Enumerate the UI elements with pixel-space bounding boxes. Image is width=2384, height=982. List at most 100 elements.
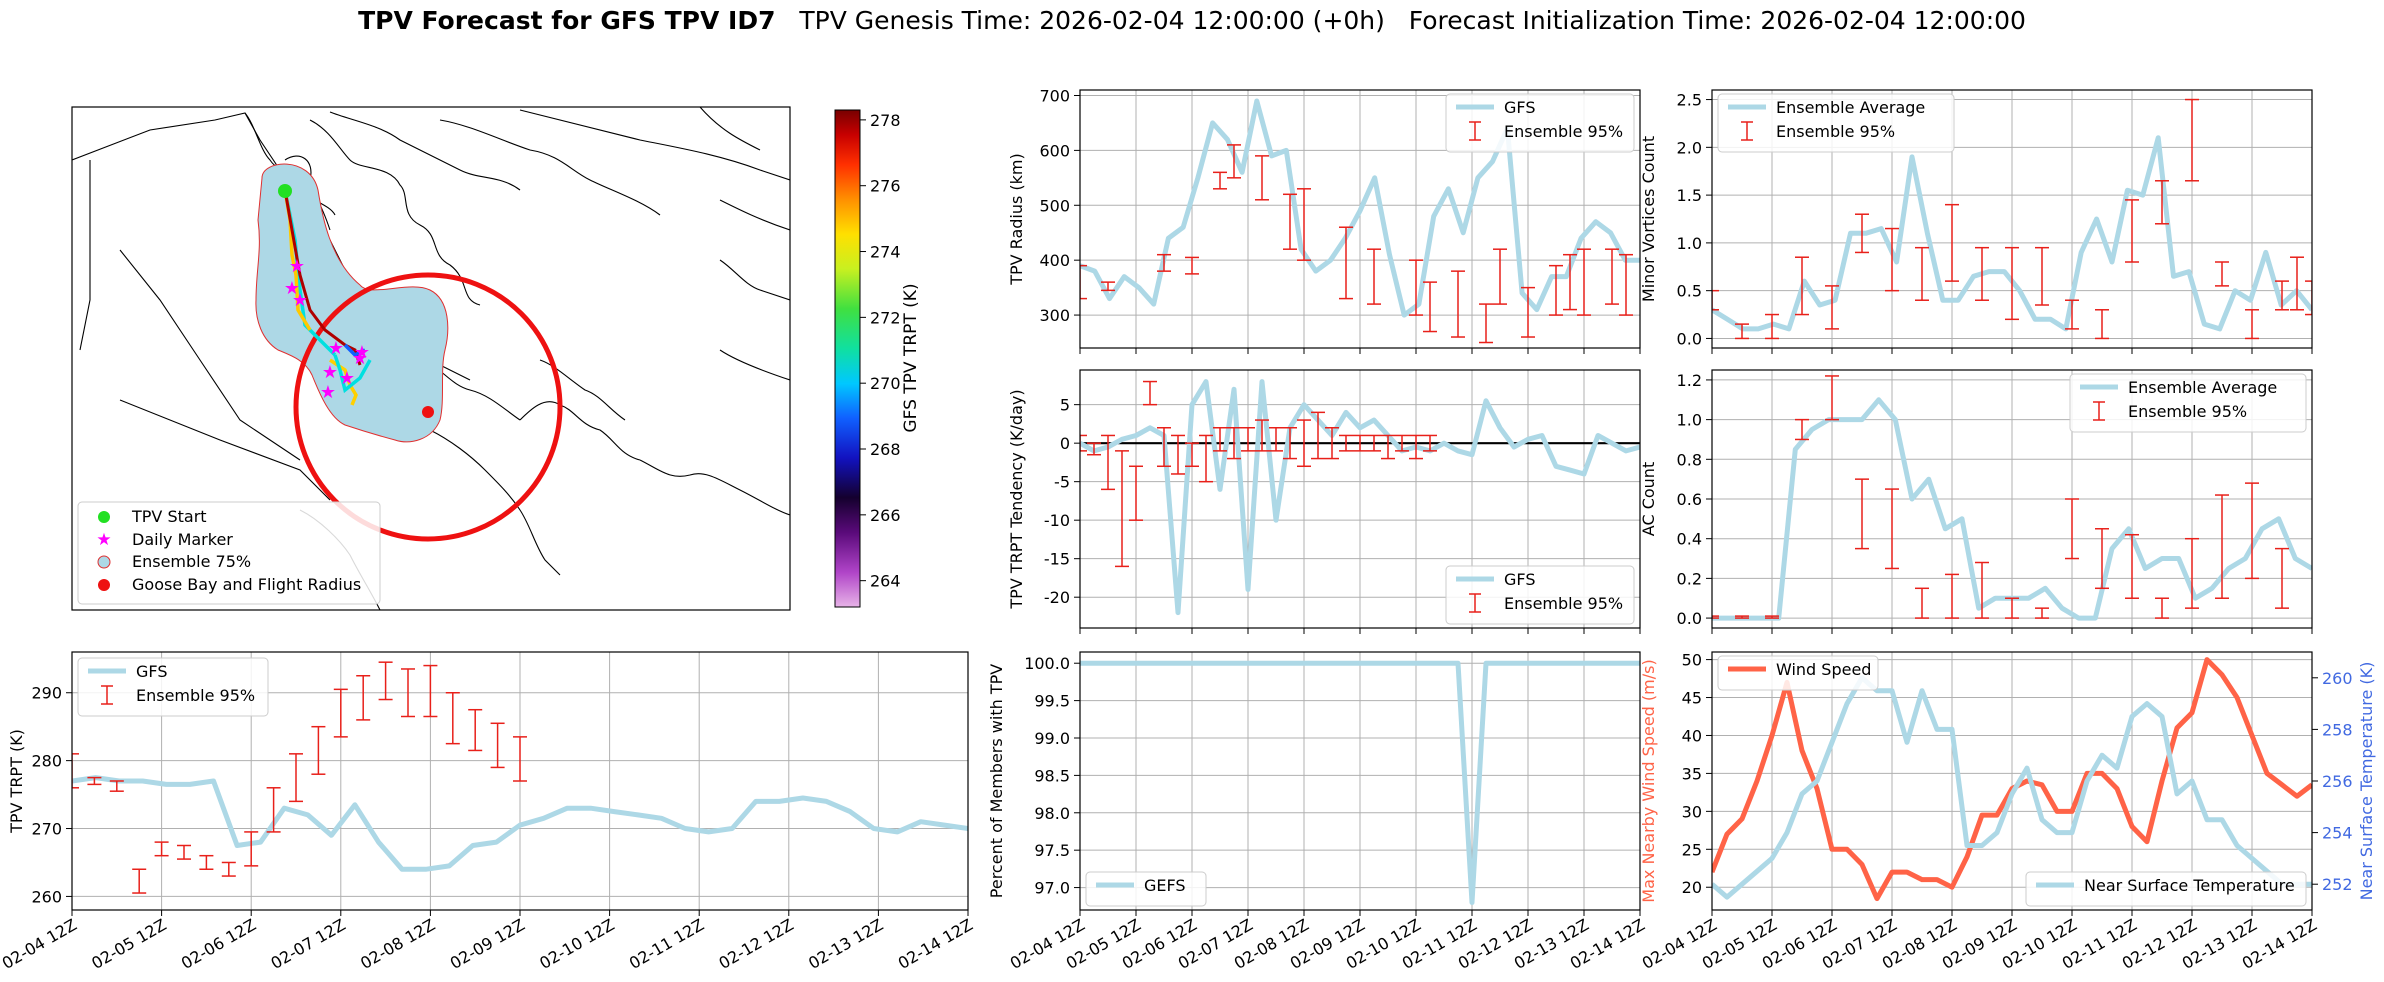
errorbar <box>109 780 124 792</box>
y-tick-label: 25 <box>1682 840 1702 859</box>
errorbar <box>199 854 214 871</box>
legend-label: GFS <box>136 662 167 681</box>
errorbar <box>1549 264 1563 316</box>
legend-box <box>2025 871 2307 907</box>
legend-start-swatch <box>98 511 110 523</box>
errorbar <box>1143 380 1157 406</box>
y-tick-label-right: 254 <box>2322 824 2353 843</box>
errorbar <box>1087 442 1101 456</box>
legend-label: Ensemble 95% <box>136 686 255 705</box>
y-tick-label: 0.0 <box>1677 609 1702 628</box>
x-tick-label: 02-12 12Z <box>716 915 797 973</box>
y-tick-label: 20 <box>1682 878 1702 897</box>
errorbar <box>2005 597 2019 619</box>
errorbar <box>513 736 527 782</box>
y-axis-label: TPV TRPT (K) <box>7 729 26 834</box>
series-line-near-surface-temperature <box>1712 675 2312 900</box>
y-tick-label: 400 <box>1039 251 1070 270</box>
legend-label: Ensemble Average <box>1776 98 1925 117</box>
legend-label: GFS <box>1504 98 1535 117</box>
errorbar <box>1185 442 1199 468</box>
errorbar <box>1353 434 1367 452</box>
errorbar <box>2185 98 2199 182</box>
errorbar <box>1885 488 1899 570</box>
legend-label: Ensemble 95% <box>1776 122 1895 141</box>
colorbar-tick-label: 264 <box>870 572 901 591</box>
legend-daily-marker: Daily Marker <box>132 530 233 549</box>
legend-goose-swatch <box>98 579 110 591</box>
page-title: TPV Forecast for GFS TPV ID7 TPV Genesis… <box>0 6 2384 35</box>
errorbar <box>468 708 483 752</box>
errorbar <box>1451 270 1465 338</box>
errorbar <box>1297 419 1311 468</box>
y-tick-label: 100.0 <box>1024 654 1070 673</box>
errorbar <box>2275 280 2289 311</box>
series-line-gfs <box>72 775 968 872</box>
errorbar <box>1381 434 1395 460</box>
errorbar <box>1735 615 1749 619</box>
y-tick-label: -15 <box>1044 550 1070 569</box>
errorbar <box>1185 256 1199 275</box>
y-axis-label: Max Nearby Wind Speed (m/s) <box>1639 659 1658 902</box>
errorbar <box>244 831 259 867</box>
y-tick-label: 0.8 <box>1677 450 1702 469</box>
chart-radius: 300 400 500 600 700 TPV Radius (km) GFS Ensembl… <box>1007 86 1641 354</box>
legend-label: Near Surface Temperature <box>2084 876 2295 895</box>
plot-area <box>1712 657 2312 902</box>
errorbar <box>1493 248 1507 305</box>
errorbar <box>2095 528 2109 590</box>
y-tick-label: 1.5 <box>1677 186 1702 205</box>
errorbar <box>1367 248 1381 305</box>
errorbar <box>1855 478 1869 550</box>
y-tick-label: -10 <box>1044 511 1070 530</box>
errorbar <box>2005 246 2019 321</box>
x-tick-label: 02-08 12Z <box>357 915 438 973</box>
errorbar <box>1227 427 1241 460</box>
y-axis-label: TPV Radius (km) <box>1007 153 1026 286</box>
errorbar <box>1423 281 1437 333</box>
errorbar <box>1080 434 1087 452</box>
chart-tendency: 5 0 -5 -10 -15 -20 TPV TRPT Tendency (K/day) GF… <box>1007 369 1641 634</box>
title-rest: TPV Genesis Time: 2026-02-04 12:00:00 (+… <box>775 6 2026 35</box>
legend: GFS Ensemble 95% <box>1445 93 1635 153</box>
errorbar <box>1227 144 1241 179</box>
y-tick-label: 50 <box>1682 651 1702 670</box>
errorbar <box>2125 533 2139 599</box>
map-legend: TPV Start ★ Daily Marker Ensemble 75% Go… <box>77 501 381 605</box>
y-tick-label: 0.2 <box>1677 569 1702 588</box>
x-tick-label: 02-05 12Z <box>88 915 169 973</box>
colorbar-tick-label: 266 <box>870 506 901 525</box>
plot-area <box>1712 375 2312 621</box>
errorbar <box>1283 427 1297 460</box>
legend-label: Ensemble Average <box>2128 378 2277 397</box>
ensemble-75-region <box>255 163 449 443</box>
errorbar <box>1255 419 1269 452</box>
errorbar <box>2155 180 2169 225</box>
errorbar <box>2305 280 2312 316</box>
colorbar-tick-label: 272 <box>870 308 901 327</box>
x-tick-label: 02-13 12Z <box>805 915 886 973</box>
y-tick-label: -5 <box>1054 473 1070 492</box>
y-tick-label: 99.5 <box>1034 692 1070 711</box>
x-tick-label: 02-10 12Z <box>536 915 617 973</box>
errorbar <box>177 844 191 860</box>
errorbar <box>2185 537 2199 609</box>
errorbar <box>1199 434 1213 483</box>
legend-label: Ensemble 95% <box>2128 402 2247 421</box>
chart-minor: 0.0 0.5 1.0 1.5 2.0 2.5 Minor Vortices Count En… <box>1639 89 2313 354</box>
errorbar <box>289 753 303 803</box>
y-tick-label: 0 <box>1060 434 1070 453</box>
errorbar <box>1101 281 1115 292</box>
errorbar <box>1367 434 1381 452</box>
y-tick-label-right: 260 <box>2322 669 2353 688</box>
daily-marker: ★ <box>339 368 355 389</box>
series-line-wind-speed <box>1712 657 2312 902</box>
errorbar <box>1080 264 1087 300</box>
errorbar <box>1479 303 1493 344</box>
y-tick-label-right: 256 <box>2322 772 2353 791</box>
errorbar <box>1325 427 1339 460</box>
daily-marker: ★ <box>322 362 338 383</box>
y-axis-label-right: Near Surface Temperature (K) <box>2357 662 2376 901</box>
